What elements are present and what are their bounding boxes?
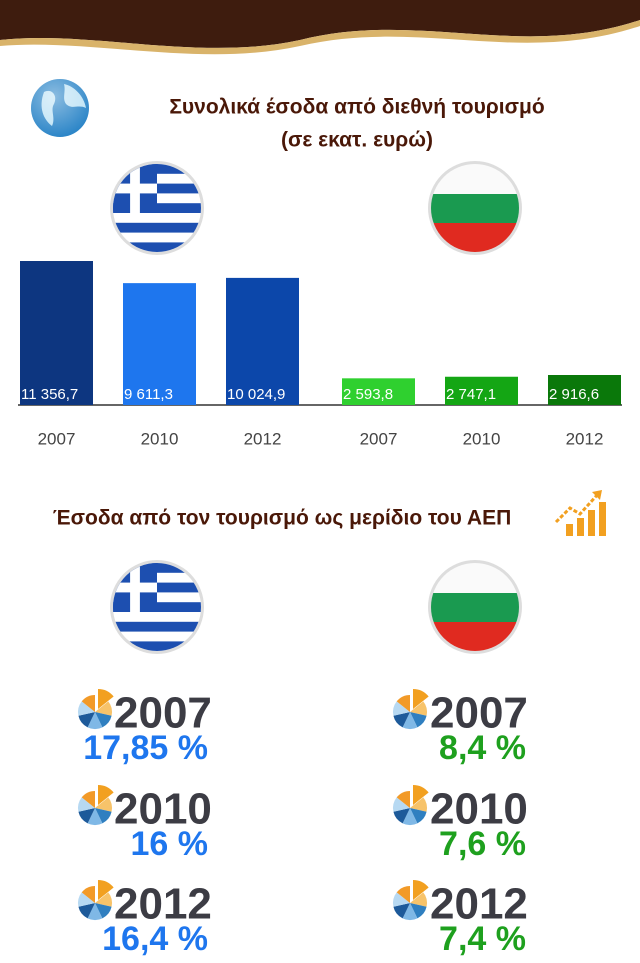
subtitle: (σε εκατ. ευρώ) [281, 129, 433, 152]
share: 16 % [131, 825, 209, 863]
pie-slice [95, 712, 112, 728]
year: 2012 [430, 880, 528, 929]
flags [110, 161, 522, 654]
pie-slice [95, 892, 112, 907]
bar [445, 376, 518, 405]
share: 17,85 % [83, 729, 208, 767]
value-label: 9 611,3 [124, 386, 173, 403]
value-label: 10 024,9 [227, 386, 285, 403]
pie-icon [393, 880, 429, 920]
header-trim [0, 20, 640, 55]
globe-icon [31, 79, 89, 137]
value-label: 11 356,7 [21, 386, 78, 403]
pie-slice [81, 695, 95, 712]
pie-slice [396, 791, 410, 808]
share: 7,6 % [439, 825, 526, 863]
pie-slice [393, 797, 410, 812]
x-tick-label: 2007 [360, 429, 398, 448]
pie-slice [87, 712, 103, 729]
pie-slice [396, 695, 410, 712]
pie-icon [78, 785, 114, 825]
pie-slice [78, 701, 95, 716]
pie-slice [393, 712, 410, 728]
pie-slice [410, 701, 427, 716]
pie-icon [393, 785, 429, 825]
pie-slice [413, 880, 429, 900]
x-tick-label: 2012 [244, 429, 282, 448]
bar [342, 378, 415, 405]
year: 2007 [430, 689, 528, 738]
share: 7,4 % [439, 920, 526, 958]
value-label: 2 593,8 [343, 386, 393, 403]
pie-slice [95, 701, 112, 716]
pie-slice [78, 797, 95, 812]
pie-slice [95, 808, 112, 824]
value-label: 2 747,1 [446, 386, 496, 403]
header-band [0, 0, 640, 48]
pie-slice [396, 886, 410, 903]
pie-icon [393, 689, 429, 729]
pie-icon [78, 689, 114, 729]
pie-slice [393, 701, 410, 716]
value-label: 2 916,6 [549, 386, 599, 403]
share: 8,4 % [439, 729, 526, 767]
pie-icon [78, 880, 114, 920]
pie-slice [402, 808, 418, 825]
title: Συνολικά έσοδα από διεθνή τουρισμό [169, 96, 544, 119]
pie-slice [78, 903, 95, 919]
pie-slice [87, 903, 103, 920]
pie-slice [98, 689, 114, 709]
x-tick-label: 2007 [38, 429, 76, 448]
growth-icon [554, 490, 606, 536]
bar [123, 283, 196, 405]
pie-slice [98, 880, 114, 900]
pie-slice [410, 892, 427, 907]
x-tick-label: 2012 [566, 429, 604, 448]
bar [20, 261, 93, 405]
year: 2010 [430, 785, 528, 834]
pie-slice [410, 808, 427, 824]
gdp-title: Έσοδα από τον τουρισμό ως μερίδιο του ΑΕ… [53, 507, 512, 530]
bar [226, 277, 299, 405]
pie-slice [95, 797, 112, 812]
share: 16,4 % [102, 920, 208, 958]
pie-slice [78, 892, 95, 907]
pie-slice [81, 791, 95, 808]
x-tick-label: 2010 [463, 429, 501, 448]
pie-slice [393, 808, 410, 824]
x-tick-label: 2010 [141, 429, 179, 448]
pie-slice [402, 712, 418, 729]
pie-slice [393, 903, 410, 919]
pie-slice [95, 903, 112, 919]
pie-slice [413, 785, 429, 805]
pie-slice [410, 712, 427, 728]
pie-slice [410, 903, 427, 919]
year: 2010 [114, 785, 212, 834]
pie-slice [413, 689, 429, 709]
bar [548, 375, 621, 405]
pie-slice [81, 886, 95, 903]
pie-slice [98, 785, 114, 805]
pie-slice [393, 892, 410, 907]
pie-slice [410, 797, 427, 812]
year: 2007 [114, 689, 212, 738]
year: 2012 [114, 880, 212, 929]
pie-slice [78, 712, 95, 728]
pie-slice [402, 903, 418, 920]
pie-slice [87, 808, 103, 825]
pie-slice [78, 808, 95, 824]
